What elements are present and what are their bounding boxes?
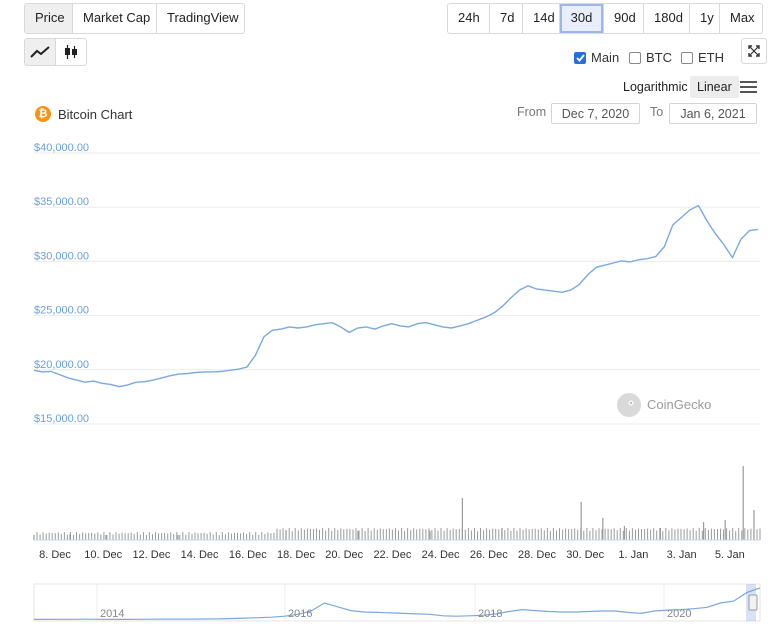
compare-btc-checkbox[interactable]: BTC xyxy=(629,50,672,65)
compare-eth-label: ETH xyxy=(698,50,724,65)
chart-title: Bitcoin Chart xyxy=(58,107,133,122)
x-tick-label: 3. Jan xyxy=(667,549,697,561)
range-180d[interactable]: 180d xyxy=(644,4,690,33)
x-tick-label: 10. Dec xyxy=(84,549,122,561)
tab-market-cap[interactable]: Market Cap xyxy=(73,4,157,33)
x-tick-label: 22. Dec xyxy=(373,549,411,561)
candlestick-icon xyxy=(65,45,77,59)
x-tick-label: 26. Dec xyxy=(470,549,508,561)
linear-scale-button[interactable]: Linear xyxy=(690,76,739,98)
from-label: From xyxy=(517,105,547,119)
range-1y[interactable]: 1y xyxy=(690,4,720,33)
x-tick-label: 16. Dec xyxy=(229,549,267,561)
x-tick-label: 8. Dec xyxy=(39,549,71,561)
navigator-year-label: 2016 xyxy=(288,608,312,620)
x-tick-label: 30. Dec xyxy=(566,549,604,561)
line-chart-icon xyxy=(30,46,50,58)
x-tick-label: 20. Dec xyxy=(325,549,363,561)
x-tick-label: 1. Jan xyxy=(618,549,648,561)
expand-icon xyxy=(748,45,760,57)
from-date-input[interactable] xyxy=(551,103,640,124)
x-tick-label: 14. Dec xyxy=(181,549,219,561)
range-max[interactable]: Max xyxy=(730,10,755,25)
y-tick-label: $35,000.00 xyxy=(34,196,89,208)
candlestick-button[interactable] xyxy=(55,38,87,66)
navigator-year-label: 2018 xyxy=(478,608,502,620)
y-tick-label: $15,000.00 xyxy=(34,413,89,425)
navigator-year-label: 2020 xyxy=(667,608,691,620)
chart-tabs: Price Market Cap TradingView xyxy=(24,3,245,34)
range-90d[interactable]: 90d xyxy=(604,4,644,33)
expand-button[interactable] xyxy=(741,38,767,64)
range-30d[interactable]: 30d xyxy=(560,4,604,33)
x-tick-label: 12. Dec xyxy=(132,549,170,561)
navigator-handle xyxy=(748,594,758,611)
price-line xyxy=(33,204,759,388)
to-label: To xyxy=(650,105,664,119)
checkbox-box xyxy=(629,51,641,64)
range-24h[interactable]: 24h xyxy=(448,4,490,33)
y-tick-label: $25,000.00 xyxy=(34,305,89,317)
range-14d[interactable]: 14d xyxy=(523,4,560,33)
to-date-input[interactable] xyxy=(669,103,757,124)
checkbox-box xyxy=(681,51,693,64)
compare-btc-label: BTC xyxy=(646,50,672,65)
hamburger-menu-icon[interactable] xyxy=(740,80,757,94)
compare-main-checkbox[interactable]: Main xyxy=(574,50,619,65)
bitcoin-icon: ₿ xyxy=(35,106,51,122)
time-range-selector: 24h 7d 14d 30d 90d 180d 1y Max xyxy=(447,3,763,34)
y-tick-label: $20,000.00 xyxy=(34,359,89,371)
y-tick-label: $40,000.00 xyxy=(34,142,89,154)
x-tick-label: 5. Jan xyxy=(715,549,745,561)
logarithmic-scale-button[interactable]: Logarithmic xyxy=(623,80,688,94)
coingecko-watermark: CoinGecko xyxy=(647,397,712,412)
range-7d[interactable]: 7d xyxy=(490,4,523,33)
compare-eth-checkbox[interactable]: ETH xyxy=(681,50,724,65)
x-tick-label: 28. Dec xyxy=(518,549,556,561)
tab-price[interactable]: Price xyxy=(25,4,73,33)
coingecko-logo-icon xyxy=(617,393,641,417)
navigator-line xyxy=(34,587,761,620)
x-tick-label: 24. Dec xyxy=(422,549,460,561)
x-tick-label: 18. Dec xyxy=(277,549,315,561)
line-chart-button[interactable] xyxy=(24,38,56,66)
compare-main-label: Main xyxy=(591,50,620,65)
tab-tradingview[interactable]: TradingView xyxy=(167,10,239,25)
navigator-frame xyxy=(33,583,761,622)
checkmark-icon xyxy=(574,51,586,64)
y-tick-label: $30,000.00 xyxy=(34,250,89,262)
navigator-year-label: 2014 xyxy=(100,608,124,620)
